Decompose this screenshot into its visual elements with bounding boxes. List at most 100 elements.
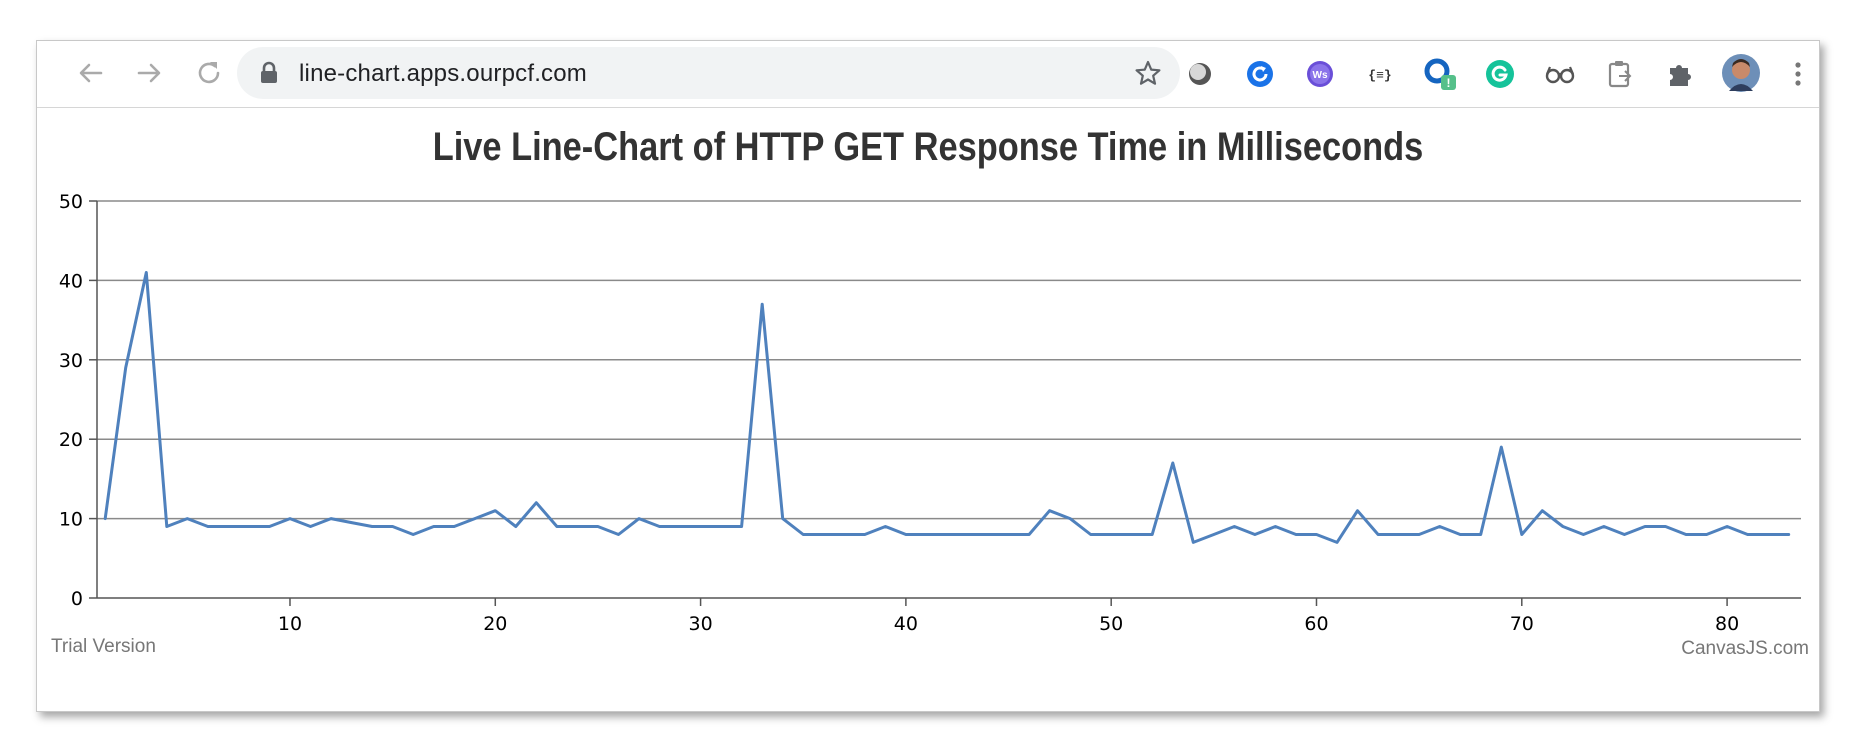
data-point[interactable] [350,521,352,523]
data-point[interactable] [145,271,147,273]
data-point[interactable] [1274,525,1276,527]
data-point[interactable] [1500,446,1502,448]
data-point[interactable] [535,502,537,504]
address-bar[interactable]: line-chart.apps.ourpcf.com [237,47,1180,99]
data-point[interactable] [1315,533,1317,535]
data-point[interactable] [1664,525,1666,527]
data-point[interactable] [597,525,599,527]
forward-button[interactable] [131,55,167,91]
data-point[interactable] [843,533,845,535]
data-point[interactable] [1459,533,1461,535]
data-point[interactable] [1644,525,1646,527]
ws-ext-icon[interactable]: Ws [1303,57,1337,91]
data-point[interactable] [330,517,332,519]
data-point[interactable] [905,533,907,535]
data-point[interactable] [987,533,989,535]
data-point[interactable] [207,525,209,527]
data-point[interactable] [371,525,373,527]
data-point[interactable] [638,517,640,519]
data-point[interactable] [699,525,701,527]
json-ext-icon[interactable]: {≡} [1363,57,1397,91]
data-point[interactable] [1418,533,1420,535]
bookmark-star-icon[interactable] [1134,59,1162,87]
data-point[interactable] [1746,533,1748,535]
data-point[interactable] [1480,533,1482,535]
data-point[interactable] [1069,517,1071,519]
series-line-0[interactable] [103,271,1791,544]
data-point[interactable] [761,303,763,305]
data-point[interactable] [1767,533,1769,535]
data-point[interactable] [227,525,229,527]
data-point[interactable] [1089,533,1091,535]
glasses-icon[interactable] [1543,57,1577,91]
data-point[interactable] [823,533,825,535]
data-point[interactable] [1377,533,1379,535]
data-point[interactable] [1541,509,1543,511]
data-point[interactable] [1562,525,1564,527]
canvasjs-credit[interactable]: CanvasJS.com [1681,638,1809,659]
data-point[interactable] [391,525,393,527]
data-point[interactable] [1028,533,1030,535]
data-point[interactable] [494,509,496,511]
data-point[interactable] [1048,509,1050,511]
grammarly-icon[interactable] [1483,57,1517,91]
refresh-ext-icon[interactable] [1243,57,1277,91]
puzzle-icon[interactable] [1663,57,1697,91]
clipboard-icon[interactable] [1603,57,1637,91]
data-point[interactable] [515,525,517,527]
data-point[interactable] [412,533,414,535]
data-point[interactable] [925,533,927,535]
data-point[interactable] [309,525,311,527]
data-point[interactable] [474,517,476,519]
data-point[interactable] [1336,541,1338,543]
data-point[interactable] [1685,533,1687,535]
data-point[interactable] [1726,525,1728,527]
data-point[interactable] [617,533,619,535]
data-point[interactable] [1233,525,1235,527]
data-point[interactable] [1397,533,1399,535]
data-point[interactable] [1582,533,1584,535]
data-point[interactable] [125,367,127,369]
data-point[interactable] [1356,509,1358,511]
data-point[interactable] [1110,533,1112,535]
data-point[interactable] [432,525,434,527]
data-point[interactable] [1521,533,1523,535]
menu-icon[interactable] [1781,57,1815,91]
back-button[interactable] [73,55,109,91]
data-point[interactable] [1131,533,1133,535]
data-point[interactable] [166,525,168,527]
data-point[interactable] [1151,533,1153,535]
reload-button[interactable] [191,55,227,91]
data-point[interactable] [679,525,681,527]
data-point[interactable] [658,525,660,527]
data-point[interactable] [802,533,804,535]
data-point[interactable] [782,517,784,519]
data-point[interactable] [1438,525,1440,527]
data-point[interactable] [966,533,968,535]
data-point[interactable] [864,533,866,535]
data-point[interactable] [1007,533,1009,535]
data-point[interactable] [453,525,455,527]
data-point[interactable] [1705,533,1707,535]
data-point[interactable] [1623,533,1625,535]
data-point[interactable] [556,525,558,527]
data-point[interactable] [1172,462,1174,464]
data-point[interactable] [268,525,270,527]
data-point[interactable] [1192,541,1194,543]
data-point[interactable] [1603,525,1605,527]
data-point[interactable] [248,525,250,527]
avatar[interactable] [1721,53,1761,93]
data-point[interactable] [186,517,188,519]
data-point[interactable] [1295,533,1297,535]
data-point[interactable] [104,517,106,519]
data-point[interactable] [720,525,722,527]
data-point[interactable] [576,525,578,527]
data-point[interactable] [740,525,742,527]
data-point[interactable] [289,517,291,519]
data-point[interactable] [1787,533,1789,535]
data-point[interactable] [1254,533,1256,535]
shadow-ext-icon[interactable] [1183,57,1217,91]
data-point[interactable] [1213,533,1215,535]
data-point[interactable] [946,533,948,535]
data-point[interactable] [884,525,886,527]
